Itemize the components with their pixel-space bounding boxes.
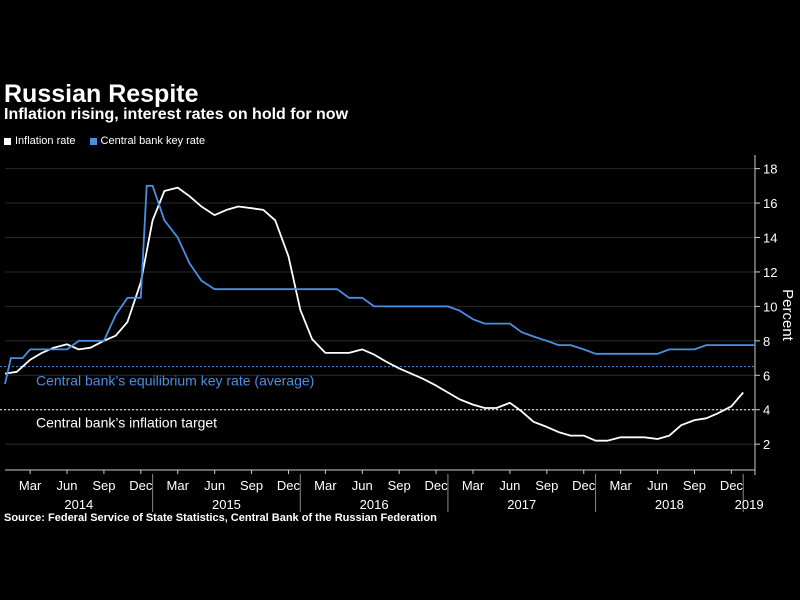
x-tick-label: Dec (129, 478, 153, 493)
x-year-label: 2014 (64, 497, 93, 512)
legend: Inflation rate Central bank key rate (4, 135, 205, 147)
x-tick-label: Jun (57, 478, 78, 493)
y-tick-label: 10 (763, 299, 777, 314)
x-tick-label: Sep (535, 478, 558, 493)
y-axis-title: Percent (779, 289, 796, 342)
x-tick-label: Sep (683, 478, 706, 493)
x-tick-label: Jun (499, 478, 520, 493)
y-tick-label: 4 (763, 403, 770, 418)
y-tick-label: 16 (763, 196, 777, 211)
reference-line-label: Central bank’s equilibrium key rate (ave… (36, 373, 314, 389)
y-tick-label: 12 (763, 265, 777, 280)
chart-subtitle: Inflation rising, interest rates on hold… (4, 106, 349, 123)
x-tick-label: Dec (277, 478, 301, 493)
legend-label-keyrate: Central bank key rate (100, 135, 206, 147)
y-tick-label: 2 (763, 437, 770, 452)
x-tick-label: Dec (572, 478, 596, 493)
x-year-label: 2017 (507, 497, 536, 512)
y-tick-label: 18 (763, 162, 777, 177)
x-year-label: 2019 (735, 497, 764, 512)
chart-title: Russian Respite (4, 80, 199, 108)
legend-swatch-inflation (4, 137, 11, 145)
x-tick-label: Dec (720, 478, 744, 493)
legend-label-inflation: Inflation rate (15, 135, 76, 147)
x-tick-label: Mar (167, 478, 190, 493)
legend-item-keyrate: Central bank key rate (89, 135, 206, 147)
x-tick-label: Mar (609, 478, 632, 493)
source-note: Source: Federal Service of State Statist… (4, 512, 437, 524)
x-tick-label: Sep (92, 478, 115, 493)
x-tick-label: Dec (425, 478, 449, 493)
x-tick-label: Jun (647, 478, 668, 493)
x-tick-label: Jun (204, 478, 225, 493)
x-tick-label: Mar (462, 478, 485, 493)
y-tick-label: 8 (763, 334, 770, 349)
legend-item-inflation: Inflation rate (4, 135, 76, 147)
series-line-keyrate (4, 184, 755, 385)
reference-line-label: Central bank’s inflation target (36, 415, 217, 431)
x-year-label: 2018 (655, 497, 684, 512)
legend-swatch-keyrate (89, 137, 97, 145)
x-year-label: 2016 (360, 497, 389, 512)
x-tick-label: Mar (19, 478, 42, 493)
x-year-label: 2015 (212, 497, 241, 512)
x-tick-label: Mar (314, 478, 337, 493)
x-tick-label: Sep (240, 478, 263, 493)
x-tick-label: Sep (388, 478, 411, 493)
y-tick-label: 6 (763, 368, 770, 383)
y-tick-label: 14 (763, 231, 777, 246)
x-tick-label: Jun (352, 478, 373, 493)
series-line-inflation (4, 186, 744, 442)
